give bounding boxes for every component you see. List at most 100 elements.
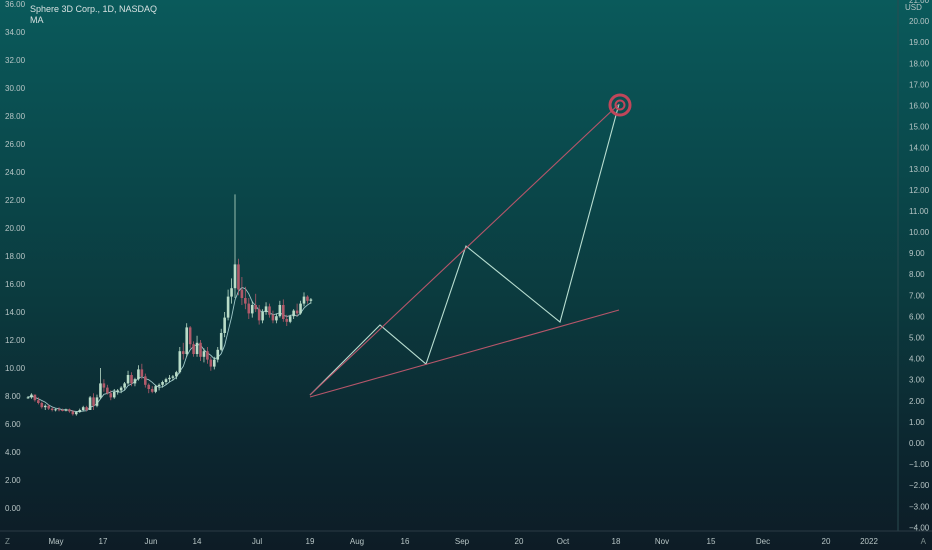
candle-body <box>126 375 130 384</box>
candle-body <box>92 397 95 406</box>
right-axis-tick: 3.00 <box>909 376 925 385</box>
candle-body <box>57 409 61 411</box>
candle-body <box>88 397 92 410</box>
candle-body <box>306 296 309 301</box>
time-axis[interactable]: May 17 Jun 14 Jul 19 Aug 16 Sep 20 Oct 18 Nov 15 Dec 20… <box>0 530 932 546</box>
candle-body <box>285 319 289 322</box>
left-axis-tick: 2.00 <box>5 476 21 485</box>
candle-body <box>168 377 171 380</box>
right-price-axis[interactable]: USD 21.00 20.00 19.00 18.00 17.00 16.00 15.00 1… <box>897 0 930 532</box>
candle-series <box>26 194 313 416</box>
time-axis-tick: 19 <box>306 537 315 546</box>
right-axis-tick: −2.00 <box>909 481 930 490</box>
candle-body <box>271 314 275 321</box>
right-axis-tick: 18.00 <box>909 59 930 68</box>
candle-body <box>106 387 109 394</box>
candle-body <box>171 376 175 378</box>
left-axis-tick: 12.00 <box>5 336 26 345</box>
right-axis-tick: 1.00 <box>909 418 925 427</box>
candle-body <box>85 407 88 410</box>
left-axis-tick: 14.00 <box>5 308 26 317</box>
time-axis-tick: 15 <box>707 537 716 546</box>
right-axis-tick: 4.00 <box>909 355 925 364</box>
time-axis-tick: Nov <box>655 537 669 546</box>
candle-body <box>261 312 264 321</box>
right-axis-tick: −1.00 <box>909 460 930 469</box>
time-axis-tick: Dec <box>756 537 770 546</box>
candle-body <box>37 400 40 403</box>
left-axis-tick: 26.00 <box>5 140 26 149</box>
auto-scale-button[interactable]: A <box>920 537 926 546</box>
chart-drawings[interactable] <box>309 93 632 398</box>
candle-body <box>250 305 254 314</box>
candle-body <box>119 387 123 391</box>
right-axis-tick: 20.00 <box>909 17 930 26</box>
candle-body <box>116 390 119 392</box>
tradingview-logo-icon[interactable]: Z <box>5 537 10 546</box>
time-axis-tick: 20 <box>822 537 831 546</box>
right-axis-tick: −4.00 <box>909 523 930 532</box>
right-axis-tick: −3.00 <box>909 502 930 511</box>
candle-body <box>43 405 47 408</box>
candle-body <box>237 264 240 290</box>
left-axis-tick: 32.00 <box>5 56 26 65</box>
target-circle-inner <box>614 99 626 111</box>
candle-body <box>226 296 230 318</box>
right-axis-tick: 16.00 <box>909 101 930 110</box>
time-axis-tick: Oct <box>557 537 570 546</box>
candle-body <box>64 409 68 411</box>
right-axis-tick: 2.00 <box>909 397 925 406</box>
candle-body <box>244 298 247 304</box>
candle-body <box>81 407 85 410</box>
left-axis-tick: 16.00 <box>5 280 26 289</box>
candle-body <box>140 369 144 377</box>
time-axis-tick: Jun <box>145 537 158 546</box>
time-axis-tick: 14 <box>193 537 202 546</box>
candle-body <box>268 306 271 315</box>
candle-body <box>181 351 185 354</box>
candle-body <box>71 411 75 415</box>
candle-body <box>240 289 244 298</box>
candle-body <box>154 386 157 392</box>
right-axis-unit: USD <box>905 3 922 12</box>
candle-body <box>202 351 206 357</box>
candle-body <box>102 383 106 388</box>
candle-body <box>123 383 126 388</box>
candle-body <box>137 369 140 380</box>
candle-body <box>109 393 113 398</box>
candle-body <box>164 379 168 382</box>
legend-symbol[interactable]: Sphere 3D Corp., 1D, NASDAQ <box>30 4 158 14</box>
left-axis-tick: 22.00 <box>5 196 26 205</box>
candle-body <box>54 409 57 411</box>
right-axis-tick: 11.00 <box>909 207 929 216</box>
left-axis-tick: 0.00 <box>5 504 21 513</box>
candle-body <box>282 305 285 319</box>
lower-trend-line <box>309 309 620 398</box>
time-axis-tick: 20 <box>515 537 524 546</box>
left-axis-tick: 10.00 <box>5 364 26 373</box>
candle-body <box>199 342 202 357</box>
candle-body <box>99 383 102 398</box>
chart-legend: Sphere 3D Corp., 1D, NASDAQ MA <box>30 4 157 26</box>
candle-body <box>275 316 278 321</box>
candle-body <box>299 303 302 314</box>
left-axis-tick: 18.00 <box>5 252 26 261</box>
candle-body <box>47 405 50 409</box>
candle-body <box>278 305 282 317</box>
right-axis-tick: 17.00 <box>909 80 930 89</box>
right-axis-tick: 5.00 <box>909 334 925 343</box>
right-axis-tick: 15.00 <box>909 123 930 132</box>
left-axis-tick: 30.00 <box>5 84 26 93</box>
moving-average-line <box>27 286 312 412</box>
target-circle <box>608 93 632 117</box>
candle-body <box>292 310 295 317</box>
candle-body <box>178 351 182 373</box>
candle-body <box>78 410 82 413</box>
candle-body <box>309 299 313 301</box>
candle-body <box>26 397 30 399</box>
left-price-axis[interactable]: 36.00 34.00 32.00 30.00 28.00 26.00 24.00 22.00… <box>5 0 26 513</box>
right-axis-tick: 21.00 <box>909 0 930 5</box>
legend-indicator[interactable]: MA <box>30 15 44 25</box>
candle-body <box>288 316 292 322</box>
